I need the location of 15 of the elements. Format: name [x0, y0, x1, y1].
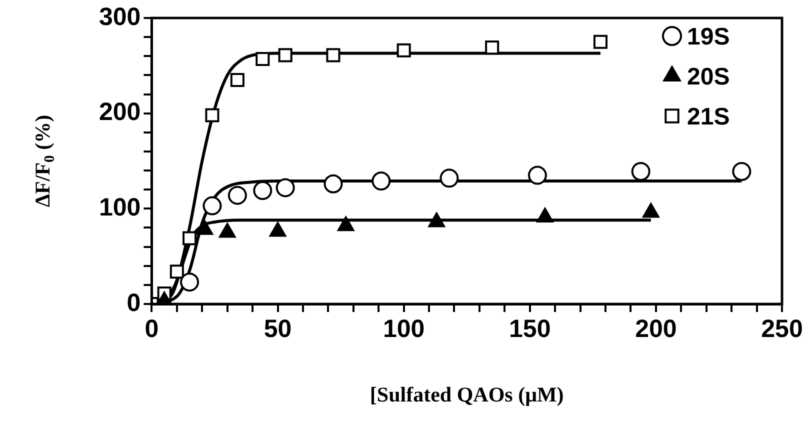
x-tick-label: 0 — [144, 314, 159, 343]
x-tick-label: 50 — [264, 314, 292, 343]
legend-label: 19S — [687, 24, 730, 51]
x-tick-label: 200 — [635, 314, 677, 343]
x-tick-label: 150 — [509, 314, 551, 343]
x-tick-label: 100 — [382, 314, 425, 343]
legend-label: 21S — [687, 104, 730, 131]
y-axis-title: ΔF/F0 (%) — [30, 114, 58, 208]
y-tick-label: 200 — [98, 98, 141, 126]
y-tick-label: 300 — [98, 2, 141, 31]
y-tick-label: 100 — [98, 194, 141, 222]
x-axis-title: [Sulfated QAOs (μM) — [370, 382, 564, 406]
x-tick-label: 250 — [761, 314, 803, 343]
y-tick-label: 0 — [126, 288, 141, 317]
legend-label: 20S — [687, 64, 730, 91]
